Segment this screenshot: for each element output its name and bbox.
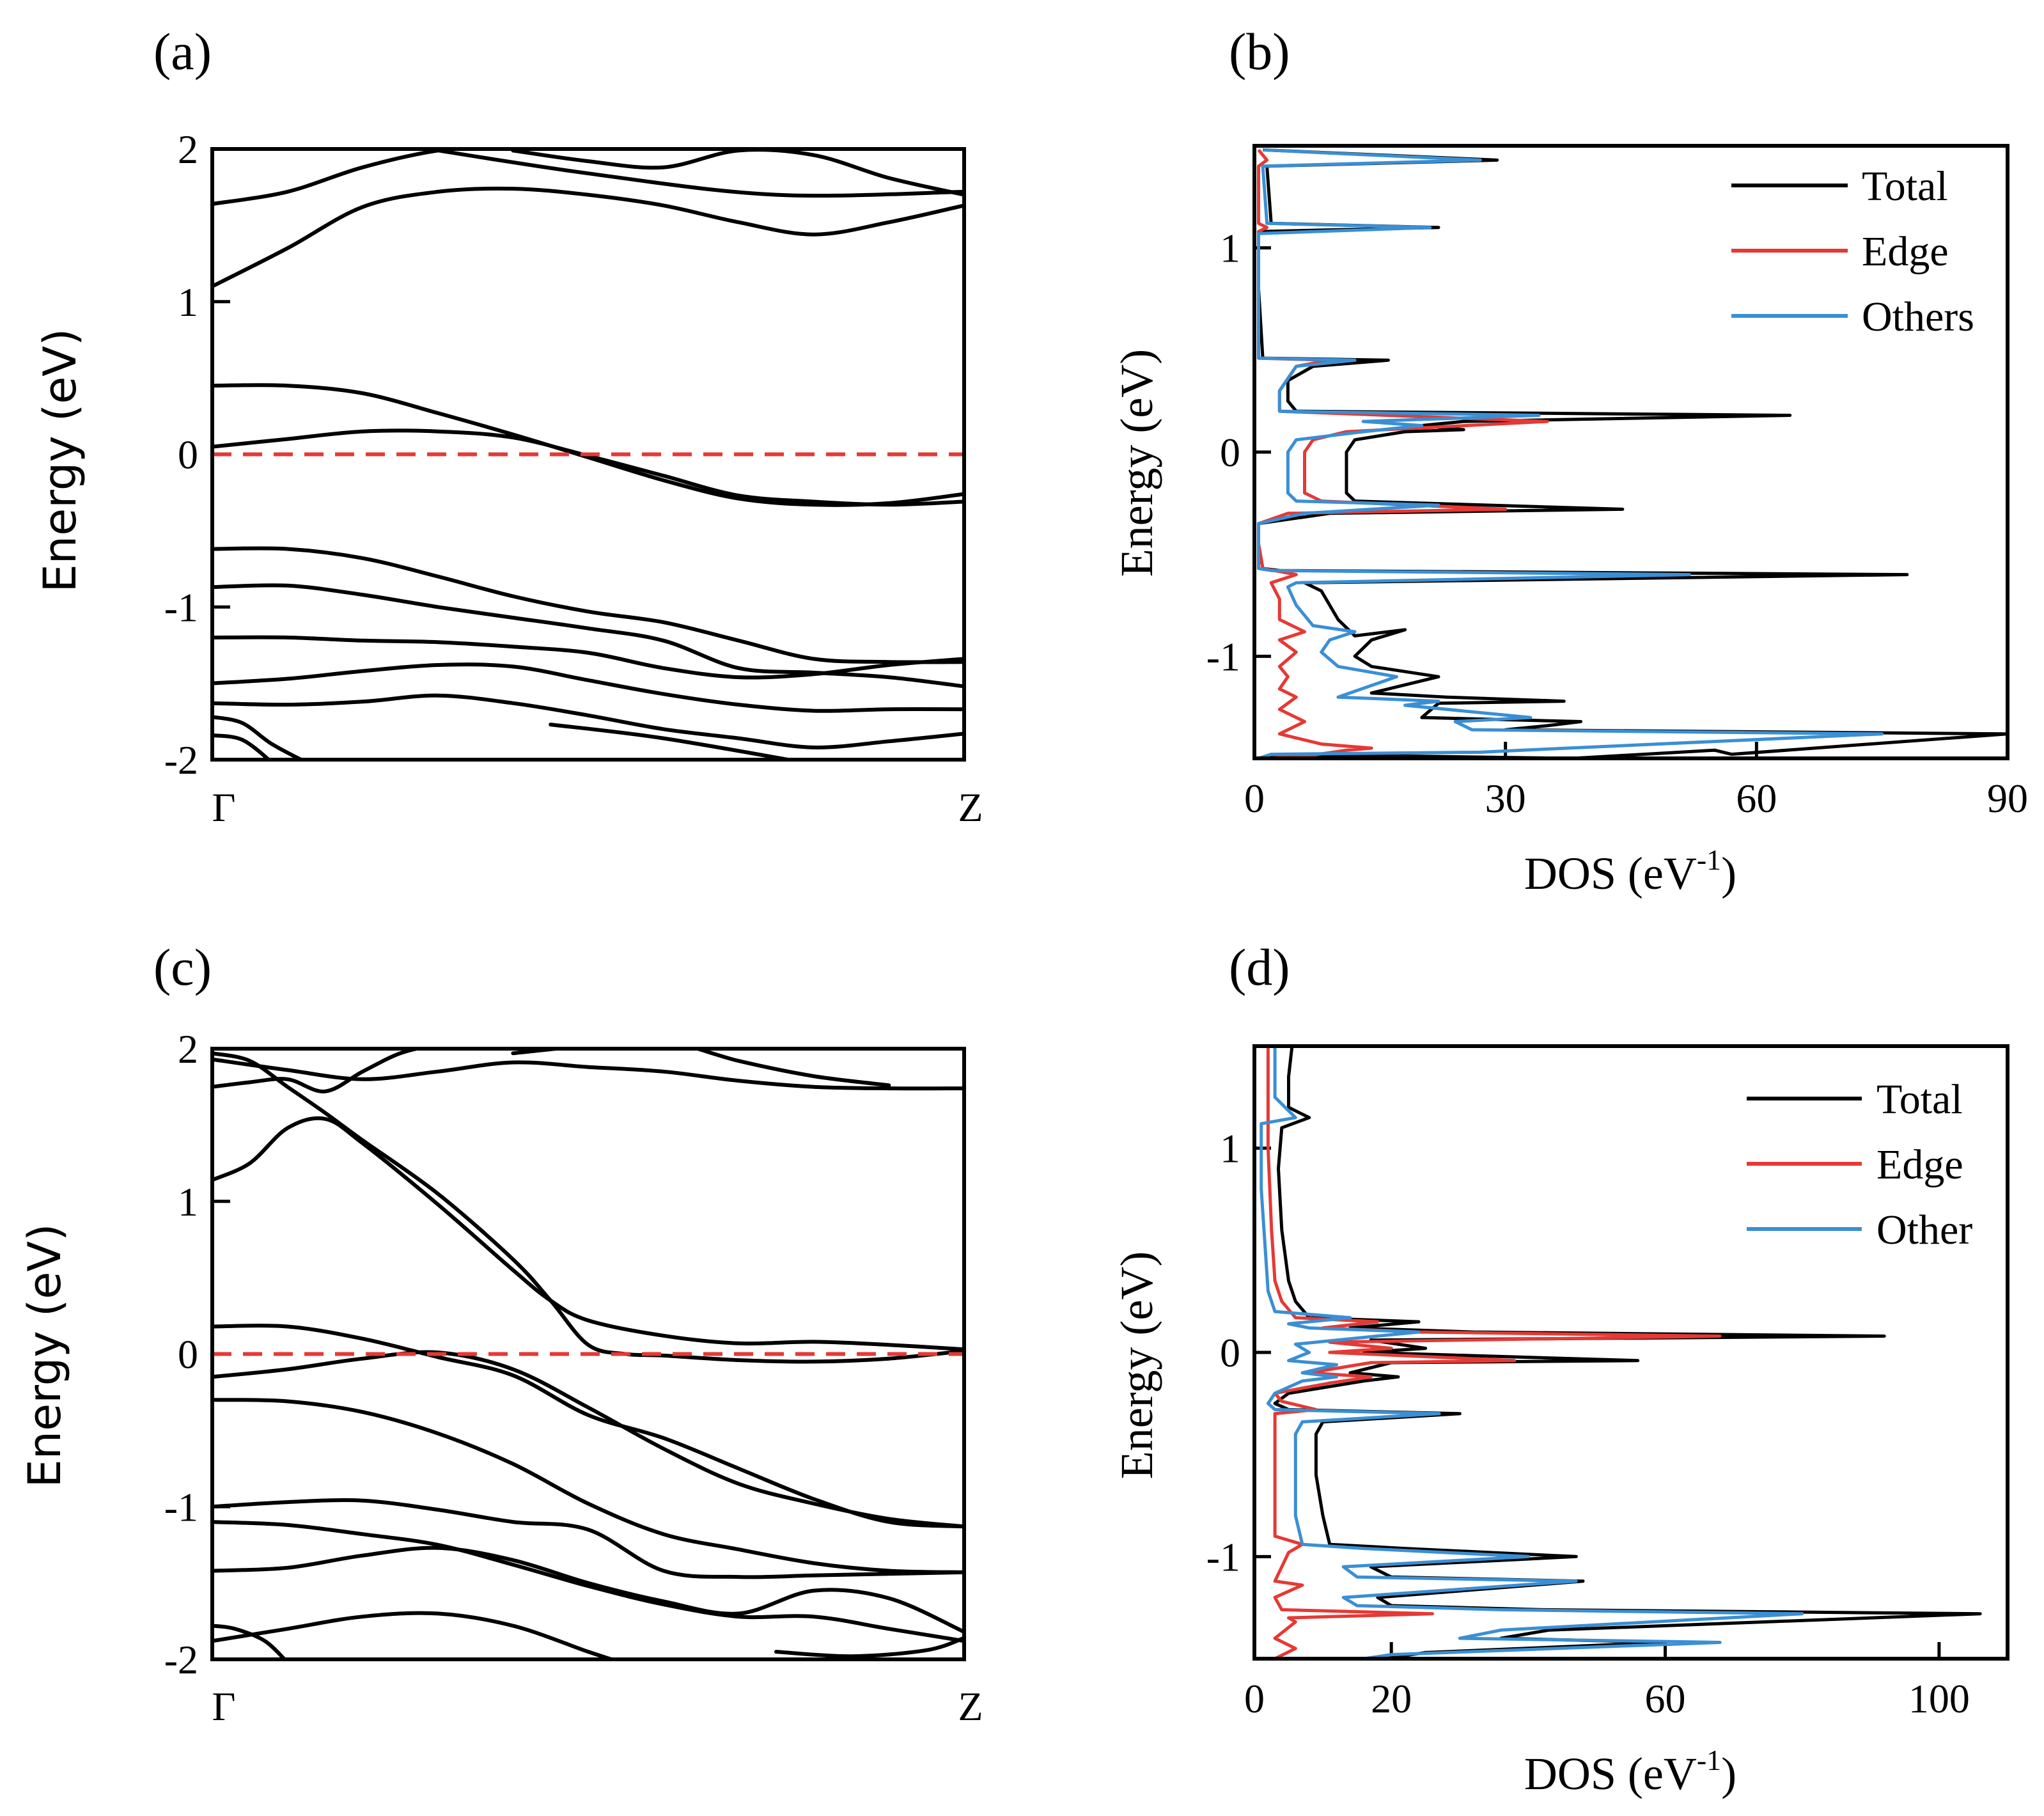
band-line-a-10 bbox=[212, 693, 964, 749]
band-line-c-3 bbox=[212, 1049, 426, 1093]
dos-line-others-b bbox=[1257, 148, 1884, 758]
band-line-c-9 bbox=[212, 1520, 964, 1643]
panel-label-b: (b) bbox=[1229, 22, 1290, 81]
panel-label-c: (c) bbox=[153, 938, 212, 996]
y-tick-label-b-0: -1 bbox=[1206, 634, 1240, 679]
dos-line-total-d bbox=[1273, 1046, 1982, 1659]
band-line-a-6 bbox=[212, 546, 964, 664]
band-line-c-8 bbox=[212, 1498, 964, 1579]
panel-label-d: (d) bbox=[1229, 938, 1290, 996]
band-line-a-11 bbox=[212, 715, 306, 760]
band-line-c-1 bbox=[212, 1051, 964, 1364]
plot-frame-a bbox=[210, 147, 966, 762]
legend-label-total-b: Total bbox=[1862, 163, 1948, 210]
y-tick-label-b-2: 1 bbox=[1220, 226, 1240, 271]
y-tick-label-a-2: 0 bbox=[178, 432, 198, 478]
panel-label-a: (a) bbox=[153, 22, 212, 81]
y-axis-title-c: Energy (eV) bbox=[19, 1224, 71, 1488]
y-ticks-a: -2 -1 0 1 2 bbox=[164, 127, 230, 783]
band-line-c-12 bbox=[212, 1624, 288, 1659]
panel-c: (c) Energy (eV) -2 -1 0 1 2 Γ Z bbox=[19, 938, 983, 1729]
y-tick-label-a-0: -2 bbox=[164, 737, 198, 783]
y-axis-title-a: Energy (eV) bbox=[34, 329, 86, 593]
band-line-c-2 bbox=[212, 1057, 964, 1091]
band-lines-c bbox=[212, 1049, 964, 1659]
y-tick-label-a-1: -1 bbox=[164, 584, 198, 630]
band-lines-a bbox=[212, 149, 964, 760]
x-tick-label-b-2: 60 bbox=[1736, 776, 1777, 821]
x-tick-label-b-0: 0 bbox=[1244, 776, 1265, 821]
dos-line-edge-d bbox=[1266, 1046, 1722, 1659]
legend-label-other-d: Other bbox=[1876, 1207, 1972, 1253]
k-label-gamma-a: Γ bbox=[212, 785, 236, 830]
x-tick-label-b-3: 90 bbox=[1987, 776, 2028, 821]
x-tick-label-d-3: 100 bbox=[1908, 1676, 1970, 1721]
y-tick-label-c-0: -2 bbox=[164, 1637, 198, 1682]
band-line-c-13 bbox=[774, 1636, 964, 1659]
x-tick-label-b-1: 30 bbox=[1485, 776, 1526, 821]
axis-ticks-d: 0 20 60 100 -1 0 1 bbox=[1206, 1126, 1970, 1721]
band-line-a-9 bbox=[212, 662, 964, 713]
x-tick-label-d-0: 0 bbox=[1244, 1676, 1265, 1721]
legend-label-total-d: Total bbox=[1876, 1076, 1963, 1123]
plot-frame-c bbox=[210, 1047, 966, 1661]
plot-frame-d bbox=[1252, 1044, 2009, 1661]
axis-ticks-b: 0 30 60 90 -1 0 1 bbox=[1206, 226, 2028, 821]
x-tick-label-d-1: 20 bbox=[1371, 1676, 1412, 1721]
y-tick-label-c-2: 0 bbox=[178, 1332, 198, 1377]
band-line-c-5 bbox=[212, 1324, 964, 1529]
band-line-c-6 bbox=[212, 1350, 964, 1529]
y-tick-label-a-4: 2 bbox=[178, 127, 198, 172]
y-tick-label-b-1: 0 bbox=[1220, 430, 1240, 475]
x-tick-label-d-2: 60 bbox=[1645, 1676, 1686, 1721]
legend-label-edge-d: Edge bbox=[1876, 1141, 1963, 1188]
panel-d: (d) Energy (eV) 0 20 60 100-101 DOS (eV-1) … bbox=[1111, 938, 2009, 1799]
legend-d: Total Edge Other bbox=[1747, 1076, 1972, 1253]
dos-lines-d bbox=[1260, 1046, 1982, 1659]
plot-frame-b bbox=[1252, 144, 2009, 760]
band-line-a-3 bbox=[417, 149, 964, 198]
legend-label-edge-b: Edge bbox=[1862, 228, 1949, 275]
y-tick-label-a-3: 1 bbox=[178, 279, 198, 325]
y-axis-title-b: Energy (eV) bbox=[1111, 349, 1162, 577]
band-line-c-7 bbox=[212, 1398, 964, 1574]
dos-plot-b bbox=[1257, 148, 2008, 758]
x-axis-title-d: DOS (eV-1) bbox=[1524, 1744, 1736, 1799]
y-tick-label-c-3: 1 bbox=[178, 1179, 198, 1225]
band-line-c-10 bbox=[212, 1546, 964, 1634]
band-line-a-7 bbox=[212, 583, 964, 689]
legend-label-others-b: Others bbox=[1862, 294, 1974, 340]
band-plot-a bbox=[212, 149, 964, 760]
y-ticks-c: -2 -1 0 1 2 bbox=[164, 1026, 230, 1682]
y-axis-title-d: Energy (eV) bbox=[1111, 1251, 1162, 1480]
x-axis-title-b: DOS (eV-1) bbox=[1524, 843, 1736, 899]
band-plot-c bbox=[212, 1049, 964, 1659]
dos-line-other-d bbox=[1260, 1046, 1804, 1659]
dos-lines-b bbox=[1257, 148, 2008, 758]
y-tick-label-d-2: 1 bbox=[1220, 1126, 1240, 1171]
band-line-a-5 bbox=[212, 428, 964, 507]
dos-line-edge-b bbox=[1257, 148, 1549, 758]
band-line-a-0 bbox=[212, 186, 964, 288]
y-tick-label-c-1: -1 bbox=[164, 1484, 198, 1530]
panel-b: (b) Energy (eV) 0 30 60 90 -1 0 1 DOS (eV-1) T… bbox=[1111, 22, 2028, 899]
band-line-c-11 bbox=[212, 1611, 618, 1659]
k-label-gamma-c: Γ bbox=[212, 1684, 236, 1729]
band-line-a-1 bbox=[212, 149, 471, 206]
dos-plot-d bbox=[1260, 1046, 1982, 1659]
k-label-z-c: Z bbox=[958, 1684, 983, 1729]
band-line-c-0 bbox=[212, 1116, 964, 1352]
band-line-a-12 bbox=[212, 733, 272, 760]
band-line-a-8 bbox=[212, 635, 964, 680]
legend-b: Total Edge Others bbox=[1731, 163, 1974, 340]
y-tick-label-d-0: -1 bbox=[1206, 1534, 1240, 1579]
y-tick-label-d-1: 0 bbox=[1220, 1330, 1240, 1375]
panel-a: (a) Energy (eV) -2 -1 0 1 2 Γ Z bbox=[34, 22, 983, 830]
k-label-z-a: Z bbox=[958, 785, 983, 830]
y-tick-label-c-4: 2 bbox=[178, 1026, 198, 1072]
band-line-a-4 bbox=[212, 383, 964, 507]
